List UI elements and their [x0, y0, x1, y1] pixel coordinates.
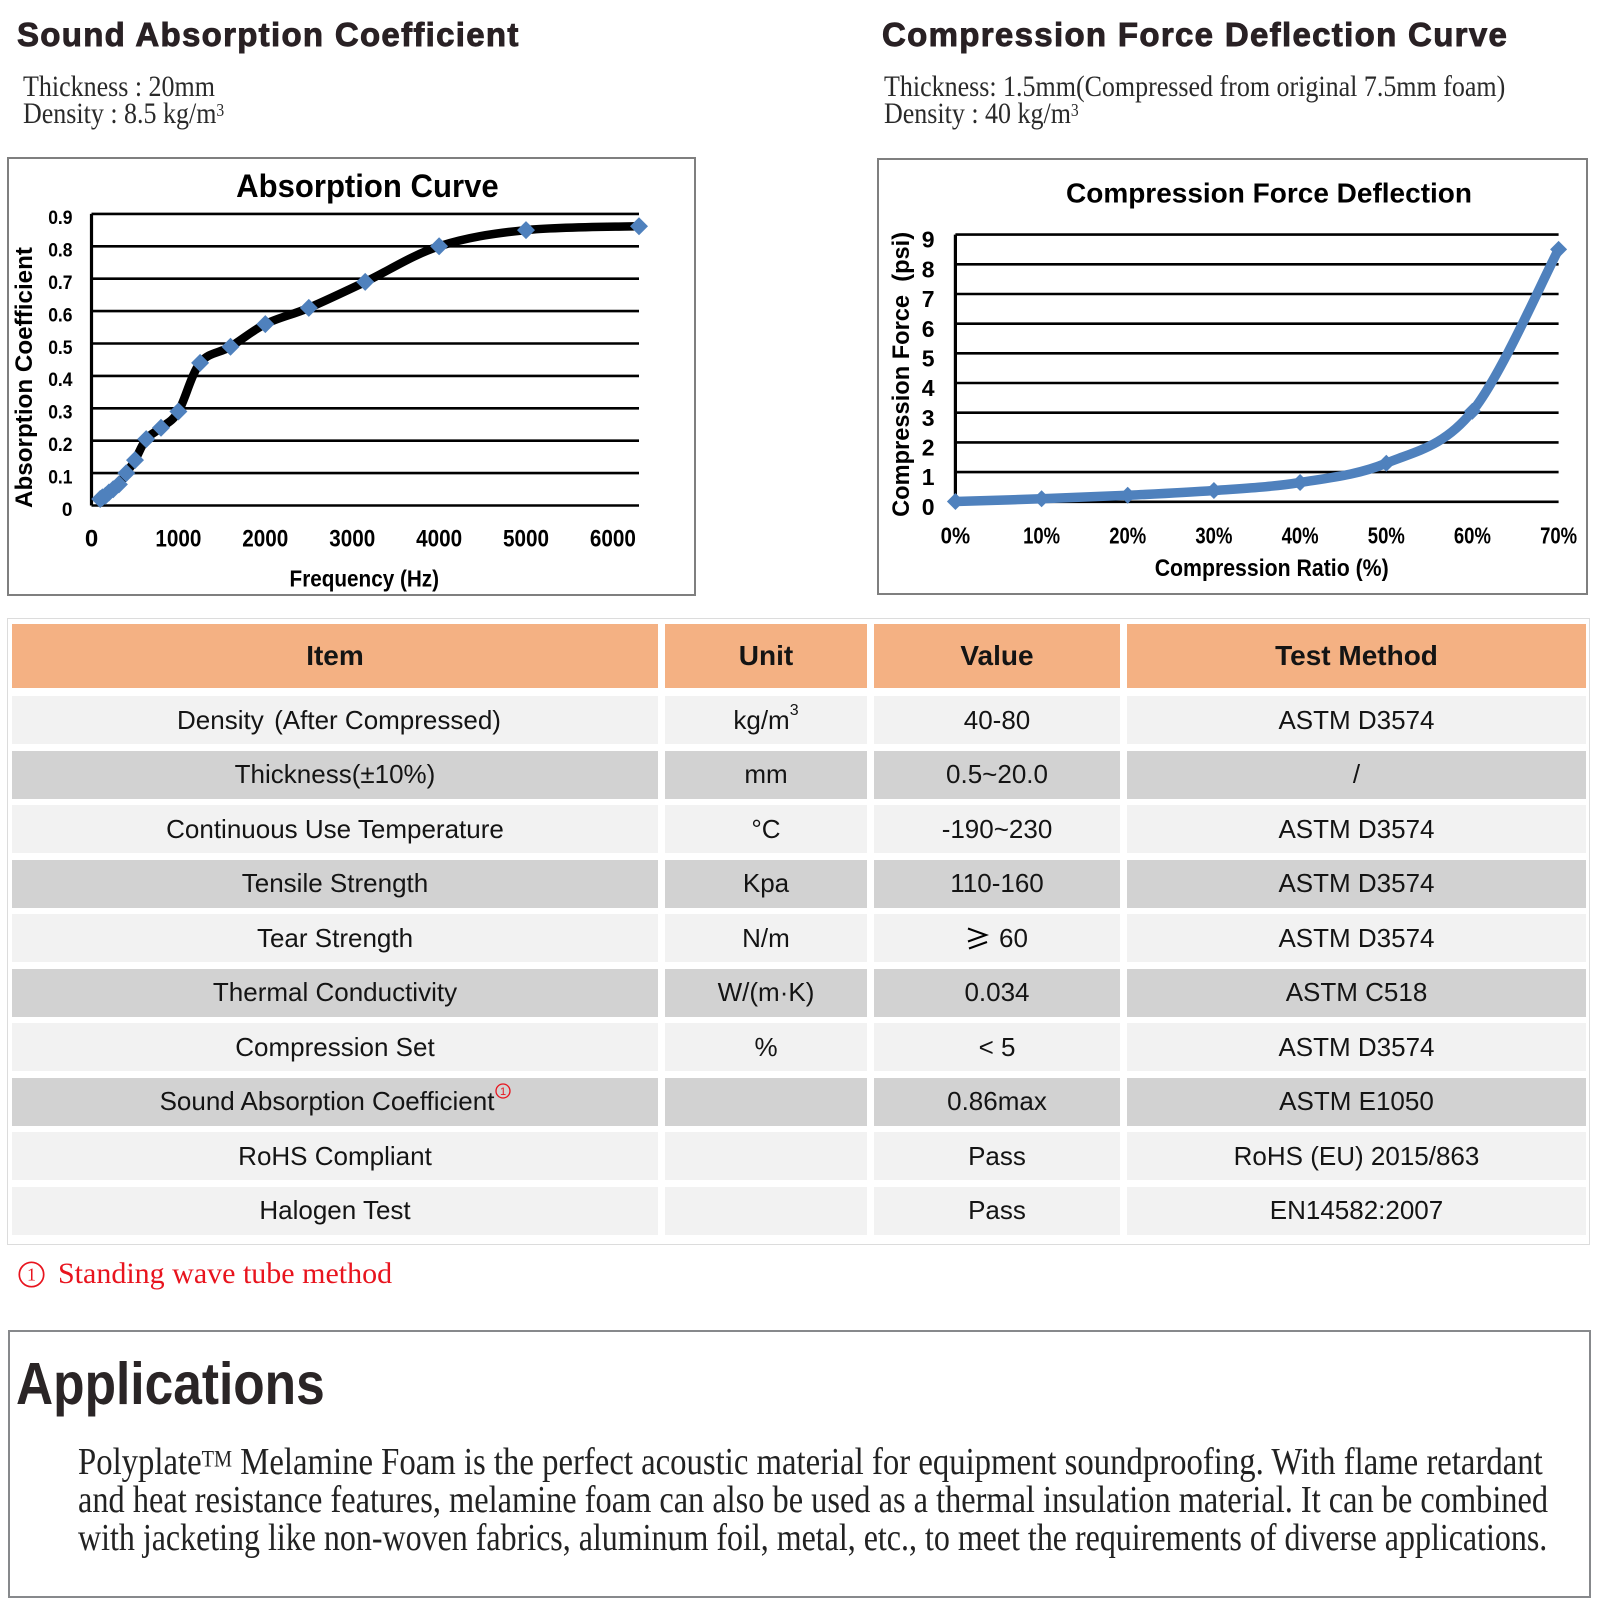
svg-text:7: 7	[922, 286, 935, 312]
svg-text:Frequency (Hz): Frequency (Hz)	[290, 566, 440, 592]
svg-text:Compression Ratio (%): Compression Ratio (%)	[1155, 555, 1389, 582]
svg-text:0.7: 0.7	[48, 273, 72, 294]
svg-text:0.8: 0.8	[48, 241, 72, 262]
svg-text:1: 1	[500, 1086, 506, 1098]
svg-text:30%: 30%	[1195, 523, 1232, 549]
svg-text:0.2: 0.2	[48, 435, 72, 456]
svg-text:2: 2	[922, 435, 935, 461]
svg-text:20%: 20%	[1109, 523, 1146, 549]
svg-text:1000: 1000	[155, 525, 201, 552]
svg-text:0: 0	[62, 500, 73, 521]
svg-text:5000: 5000	[503, 525, 549, 552]
svg-text:0.4: 0.4	[48, 370, 73, 391]
svg-text:0.6: 0.6	[48, 305, 72, 326]
svg-text:0: 0	[85, 525, 98, 552]
svg-text:4: 4	[922, 375, 935, 401]
svg-text:Absorption Coefficient: Absorption Coefficient	[11, 247, 38, 508]
svg-text:0: 0	[922, 494, 935, 520]
svg-text:0%: 0%	[941, 523, 971, 549]
svg-text:0.3: 0.3	[48, 403, 72, 424]
svg-text:8: 8	[922, 256, 935, 282]
svg-text:Absorption Curve: Absorption Curve	[236, 168, 499, 204]
svg-text:1: 1	[27, 1265, 36, 1285]
svg-text:3000: 3000	[329, 525, 375, 552]
svg-text:0.1: 0.1	[48, 467, 73, 488]
svg-text:10%: 10%	[1023, 523, 1060, 549]
svg-text:50%: 50%	[1368, 523, 1405, 549]
svg-text:0.5: 0.5	[48, 338, 73, 359]
svg-text:3: 3	[922, 405, 935, 431]
svg-text:6000: 6000	[590, 525, 636, 552]
svg-text:Compression Force (psi): Compression Force (psi)	[888, 232, 915, 517]
svg-text:60%: 60%	[1454, 523, 1491, 549]
svg-text:5: 5	[922, 345, 935, 371]
svg-text:2000: 2000	[242, 525, 288, 552]
svg-text:0.9: 0.9	[48, 208, 72, 229]
svg-text:4000: 4000	[416, 525, 462, 552]
svg-text:40%: 40%	[1282, 523, 1319, 549]
svg-text:Compression Force Deflection: Compression Force Deflection	[1066, 178, 1472, 209]
svg-text:9: 9	[922, 227, 935, 253]
svg-text:6: 6	[922, 316, 935, 342]
svg-text:70%: 70%	[1540, 523, 1577, 549]
svg-text:1: 1	[922, 464, 935, 490]
